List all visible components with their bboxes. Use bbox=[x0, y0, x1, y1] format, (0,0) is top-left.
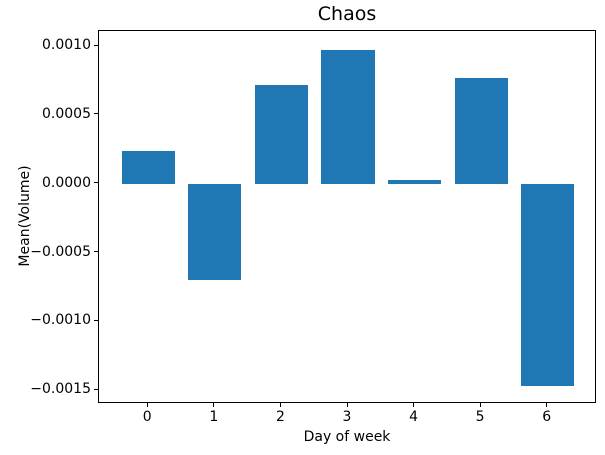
plot-area bbox=[98, 30, 596, 403]
y-tick-mark bbox=[94, 251, 98, 253]
bar-day-2 bbox=[254, 85, 309, 184]
chart-title: Chaos bbox=[317, 3, 377, 25]
x-tick-mark bbox=[146, 403, 148, 407]
y-tick-label: 0.0005 bbox=[42, 105, 91, 122]
y-tick-mark bbox=[94, 319, 98, 321]
x-tick-mark bbox=[279, 403, 281, 407]
y-tick-mark bbox=[94, 113, 98, 115]
bar-day-5 bbox=[454, 77, 508, 184]
x-tick-mark bbox=[346, 403, 348, 407]
x-axis-label: Day of week bbox=[303, 429, 391, 445]
x-tick-label: 3 bbox=[342, 409, 352, 425]
bar-day-6 bbox=[521, 183, 575, 387]
bar-day-0 bbox=[121, 150, 175, 184]
x-tick-label: 2 bbox=[275, 409, 285, 425]
x-tick-mark bbox=[546, 403, 548, 407]
x-tick-mark bbox=[479, 403, 481, 407]
y-tick-label: 0.0010 bbox=[42, 37, 91, 54]
y-tick-label: −0.0015 bbox=[30, 381, 91, 398]
y-tick-mark bbox=[94, 182, 98, 184]
y-tick-mark bbox=[94, 388, 98, 390]
x-tick-label: 5 bbox=[475, 409, 485, 425]
bar-day-4 bbox=[387, 180, 442, 184]
y-tick-mark bbox=[94, 44, 98, 46]
x-tick-label: 0 bbox=[142, 409, 152, 425]
x-tick-mark bbox=[213, 403, 215, 407]
y-tick-label: −0.0010 bbox=[30, 312, 91, 329]
y-tick-label: −0.0005 bbox=[30, 243, 91, 260]
x-tick-label: 4 bbox=[409, 409, 419, 425]
x-tick-label: 1 bbox=[209, 409, 219, 425]
bar-day-3 bbox=[321, 50, 375, 184]
x-tick-label: 6 bbox=[542, 409, 552, 425]
y-tick-label: 0.0000 bbox=[42, 174, 91, 191]
x-tick-mark bbox=[413, 403, 415, 407]
bar-day-1 bbox=[188, 183, 242, 281]
